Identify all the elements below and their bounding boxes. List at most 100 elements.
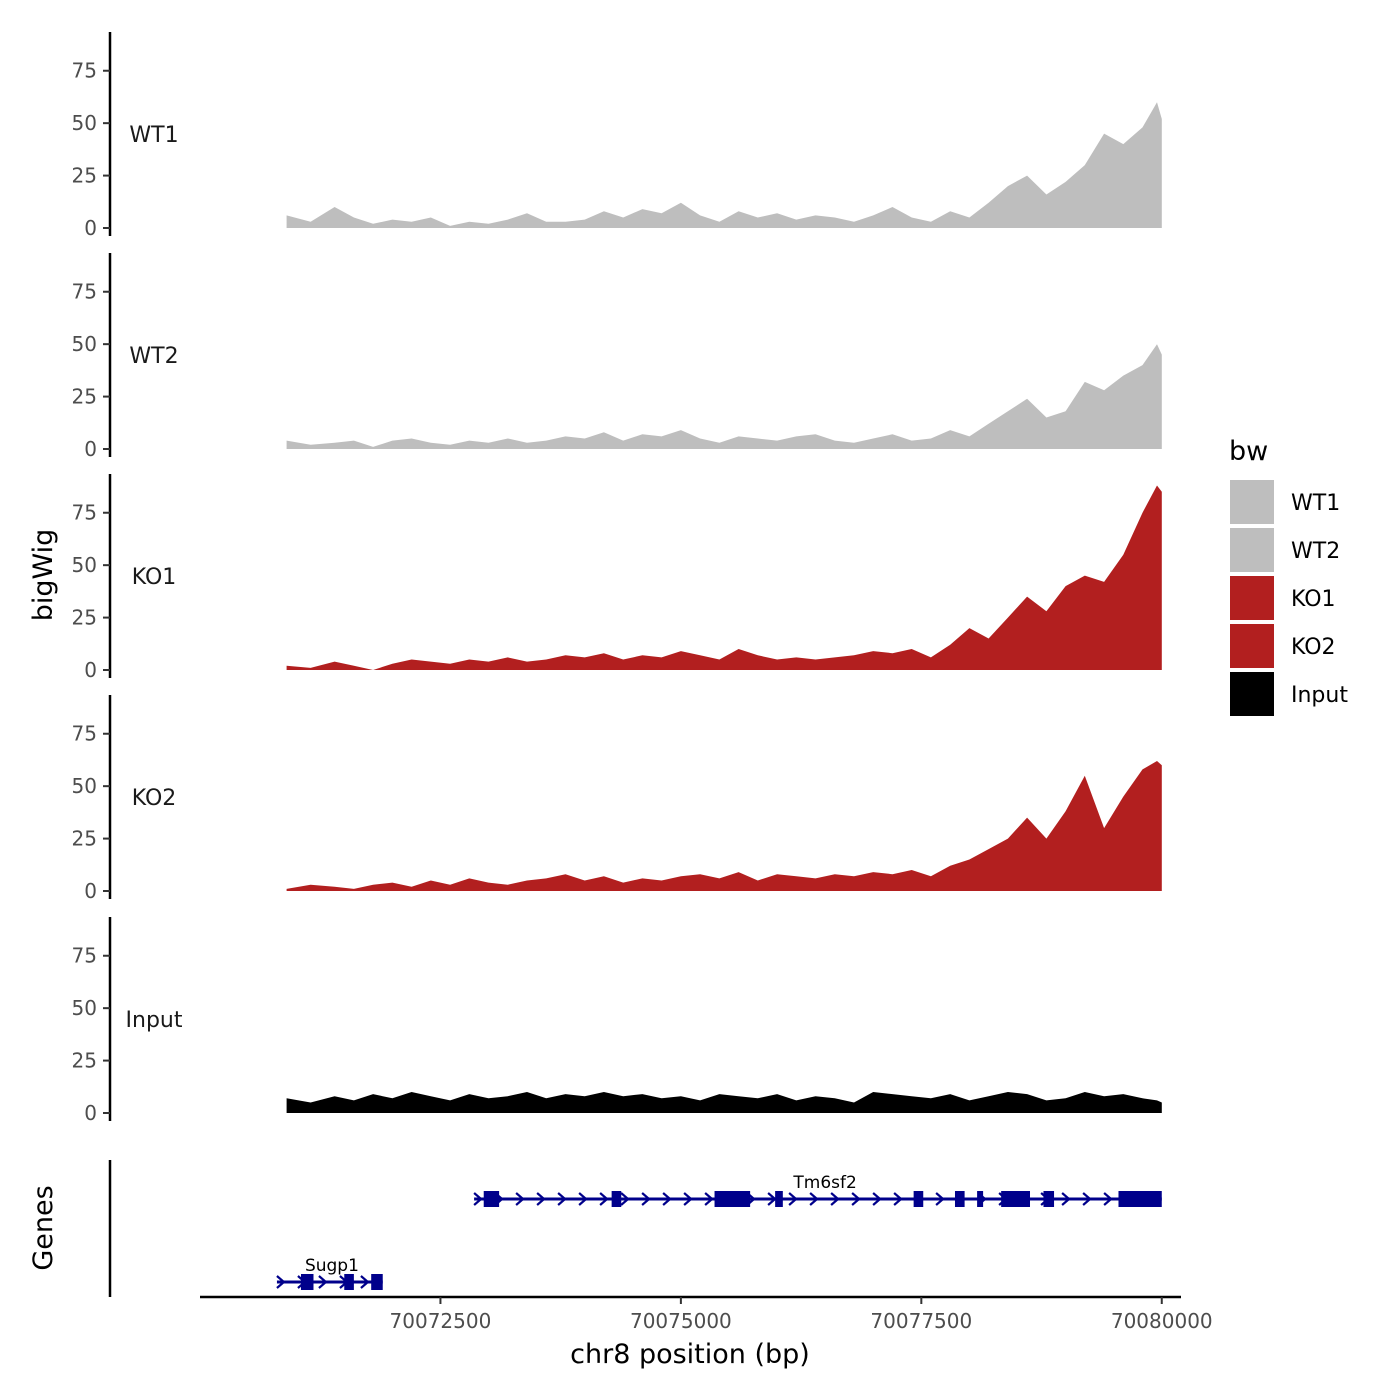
strand-arrow [620,1192,630,1206]
y-tick-label: 0 [84,879,97,903]
area-ko2 [286,761,1162,891]
strand-arrow [683,1192,693,1206]
legend-label: KO1 [1291,587,1336,612]
y-tick-label: 75 [72,722,97,746]
strand-arrow [536,1192,546,1206]
signal-panels: 0 25 50 75 WT1 0 25 50 75 WT2 0 25 50 75 KO1 0 25 50 75 KO2… [72,32,1162,1125]
legend-entry-ko2: KO2 [1230,624,1336,668]
y-tick-label: 75 [72,280,97,304]
legend-swatch [1230,528,1274,572]
panel-ko2: 0 25 50 75 KO2 [72,695,1162,903]
exon [300,1274,314,1290]
strand-arrow [830,1192,840,1206]
strand-arrow [704,1192,714,1206]
exon [1118,1191,1162,1207]
y-tick-label: 50 [72,332,97,356]
genes-track: Sugp1 Tm6sf2 [108,1160,1162,1297]
strand-arrow [276,1275,286,1289]
y-tick-label: 0 [84,1101,97,1125]
track-label-ko2: KO2 [132,786,177,811]
panel-ko1: 0 25 50 75 KO1 [72,474,1162,682]
exon [371,1274,383,1290]
x-tick-label: 70080000 [1111,1309,1213,1333]
strand-arrow [935,1192,945,1206]
area-wt1 [286,102,1162,228]
exon [1001,1191,1031,1207]
strand-arrow [578,1192,588,1206]
exon [775,1191,783,1207]
x-tick-label: 70075000 [630,1309,732,1333]
exon [344,1274,354,1290]
y-tick-label: 50 [72,774,97,798]
y-tick-label: 25 [72,385,97,409]
x-axis: 70072500 70075000 70077500 70080000 [200,1295,1213,1333]
exon [977,1191,984,1207]
y-axis-title: bigWig [28,529,59,622]
legend-entry-ko1: KO1 [1230,576,1336,620]
legend-label: WT1 [1291,491,1340,516]
strand-arrow [1103,1192,1113,1206]
y-tick-label: 0 [84,216,97,240]
strand-arrow [767,1192,777,1206]
track-label-wt1: WT1 [129,123,178,148]
y-tick-label: 0 [84,437,97,461]
strand-arrow [599,1192,609,1206]
strand-arrow [809,1192,819,1206]
x-tick-label: 70072500 [390,1309,492,1333]
exon [954,1191,965,1207]
strand-arrow [473,1192,483,1206]
legend-entry-wt2: WT2 [1230,528,1340,572]
legend-swatch [1230,576,1274,620]
x-axis-title: chr8 position (bp) [570,1339,810,1370]
y-tick-label: 50 [72,111,97,135]
area-input [286,1092,1162,1113]
gene-label: Sugp1 [305,1256,359,1276]
x-tick-label: 70077500 [870,1309,972,1333]
track-label-ko1: KO1 [132,565,177,590]
legend-label: WT2 [1291,539,1340,564]
strand-arrow [641,1192,651,1206]
gene-label: Tm6sf2 [792,1173,856,1193]
strand-arrow [515,1192,525,1206]
genes-axis-title: Genes [28,1185,59,1270]
strand-arrow [662,1192,672,1206]
exon [1043,1191,1055,1207]
strand-arrow [1061,1192,1071,1206]
strand-arrow [360,1275,370,1289]
strand-arrow [318,1275,328,1289]
track-label-input: Input [126,1008,183,1033]
strand-arrow [788,1192,798,1206]
gene-tm6sf2: Tm6sf2 [473,1173,1162,1207]
exon [714,1191,751,1207]
legend: bw WT1 WT2 KO1 KO2 Input [1229,436,1348,716]
y-tick-label: 0 [84,658,97,682]
area-wt2 [286,344,1162,449]
legend-swatch [1230,624,1274,668]
y-tick-label: 25 [72,827,97,851]
panel-wt2: 0 25 50 75 WT2 [72,253,1162,461]
legend-title: bw [1229,436,1268,467]
y-tick-label: 25 [72,606,97,630]
y-tick-label: 75 [72,59,97,83]
legend-entry-wt1: WT1 [1230,480,1340,524]
y-tick-label: 25 [72,1049,97,1073]
strand-arrow [851,1192,861,1206]
y-tick-label: 25 [72,164,97,188]
legend-label: KO2 [1291,635,1336,660]
y-tick-label: 50 [72,996,97,1020]
track-label-wt2: WT2 [129,344,178,369]
panel-wt1: 0 25 50 75 WT1 [72,32,1162,240]
y-tick-label: 75 [72,944,97,968]
strand-arrow [557,1192,567,1206]
exon [483,1191,500,1207]
panel-input: 0 25 50 75 Input [72,917,1162,1125]
legend-swatch [1230,480,1274,524]
legend-entry-input: Input [1230,672,1348,716]
legend-label: Input [1291,683,1348,708]
strand-arrow [893,1192,903,1206]
exon [611,1191,622,1207]
area-ko1 [286,485,1162,670]
legend-swatch [1230,672,1274,716]
strand-arrow [1082,1192,1092,1206]
